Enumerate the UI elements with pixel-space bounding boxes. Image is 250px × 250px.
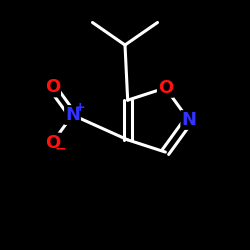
Text: N: N [181, 111, 196, 129]
Text: O: O [158, 79, 173, 97]
Text: O: O [45, 78, 60, 96]
Text: −: − [55, 141, 66, 155]
Text: O: O [45, 134, 60, 152]
Text: N: N [65, 106, 80, 124]
Text: +: + [74, 102, 85, 114]
